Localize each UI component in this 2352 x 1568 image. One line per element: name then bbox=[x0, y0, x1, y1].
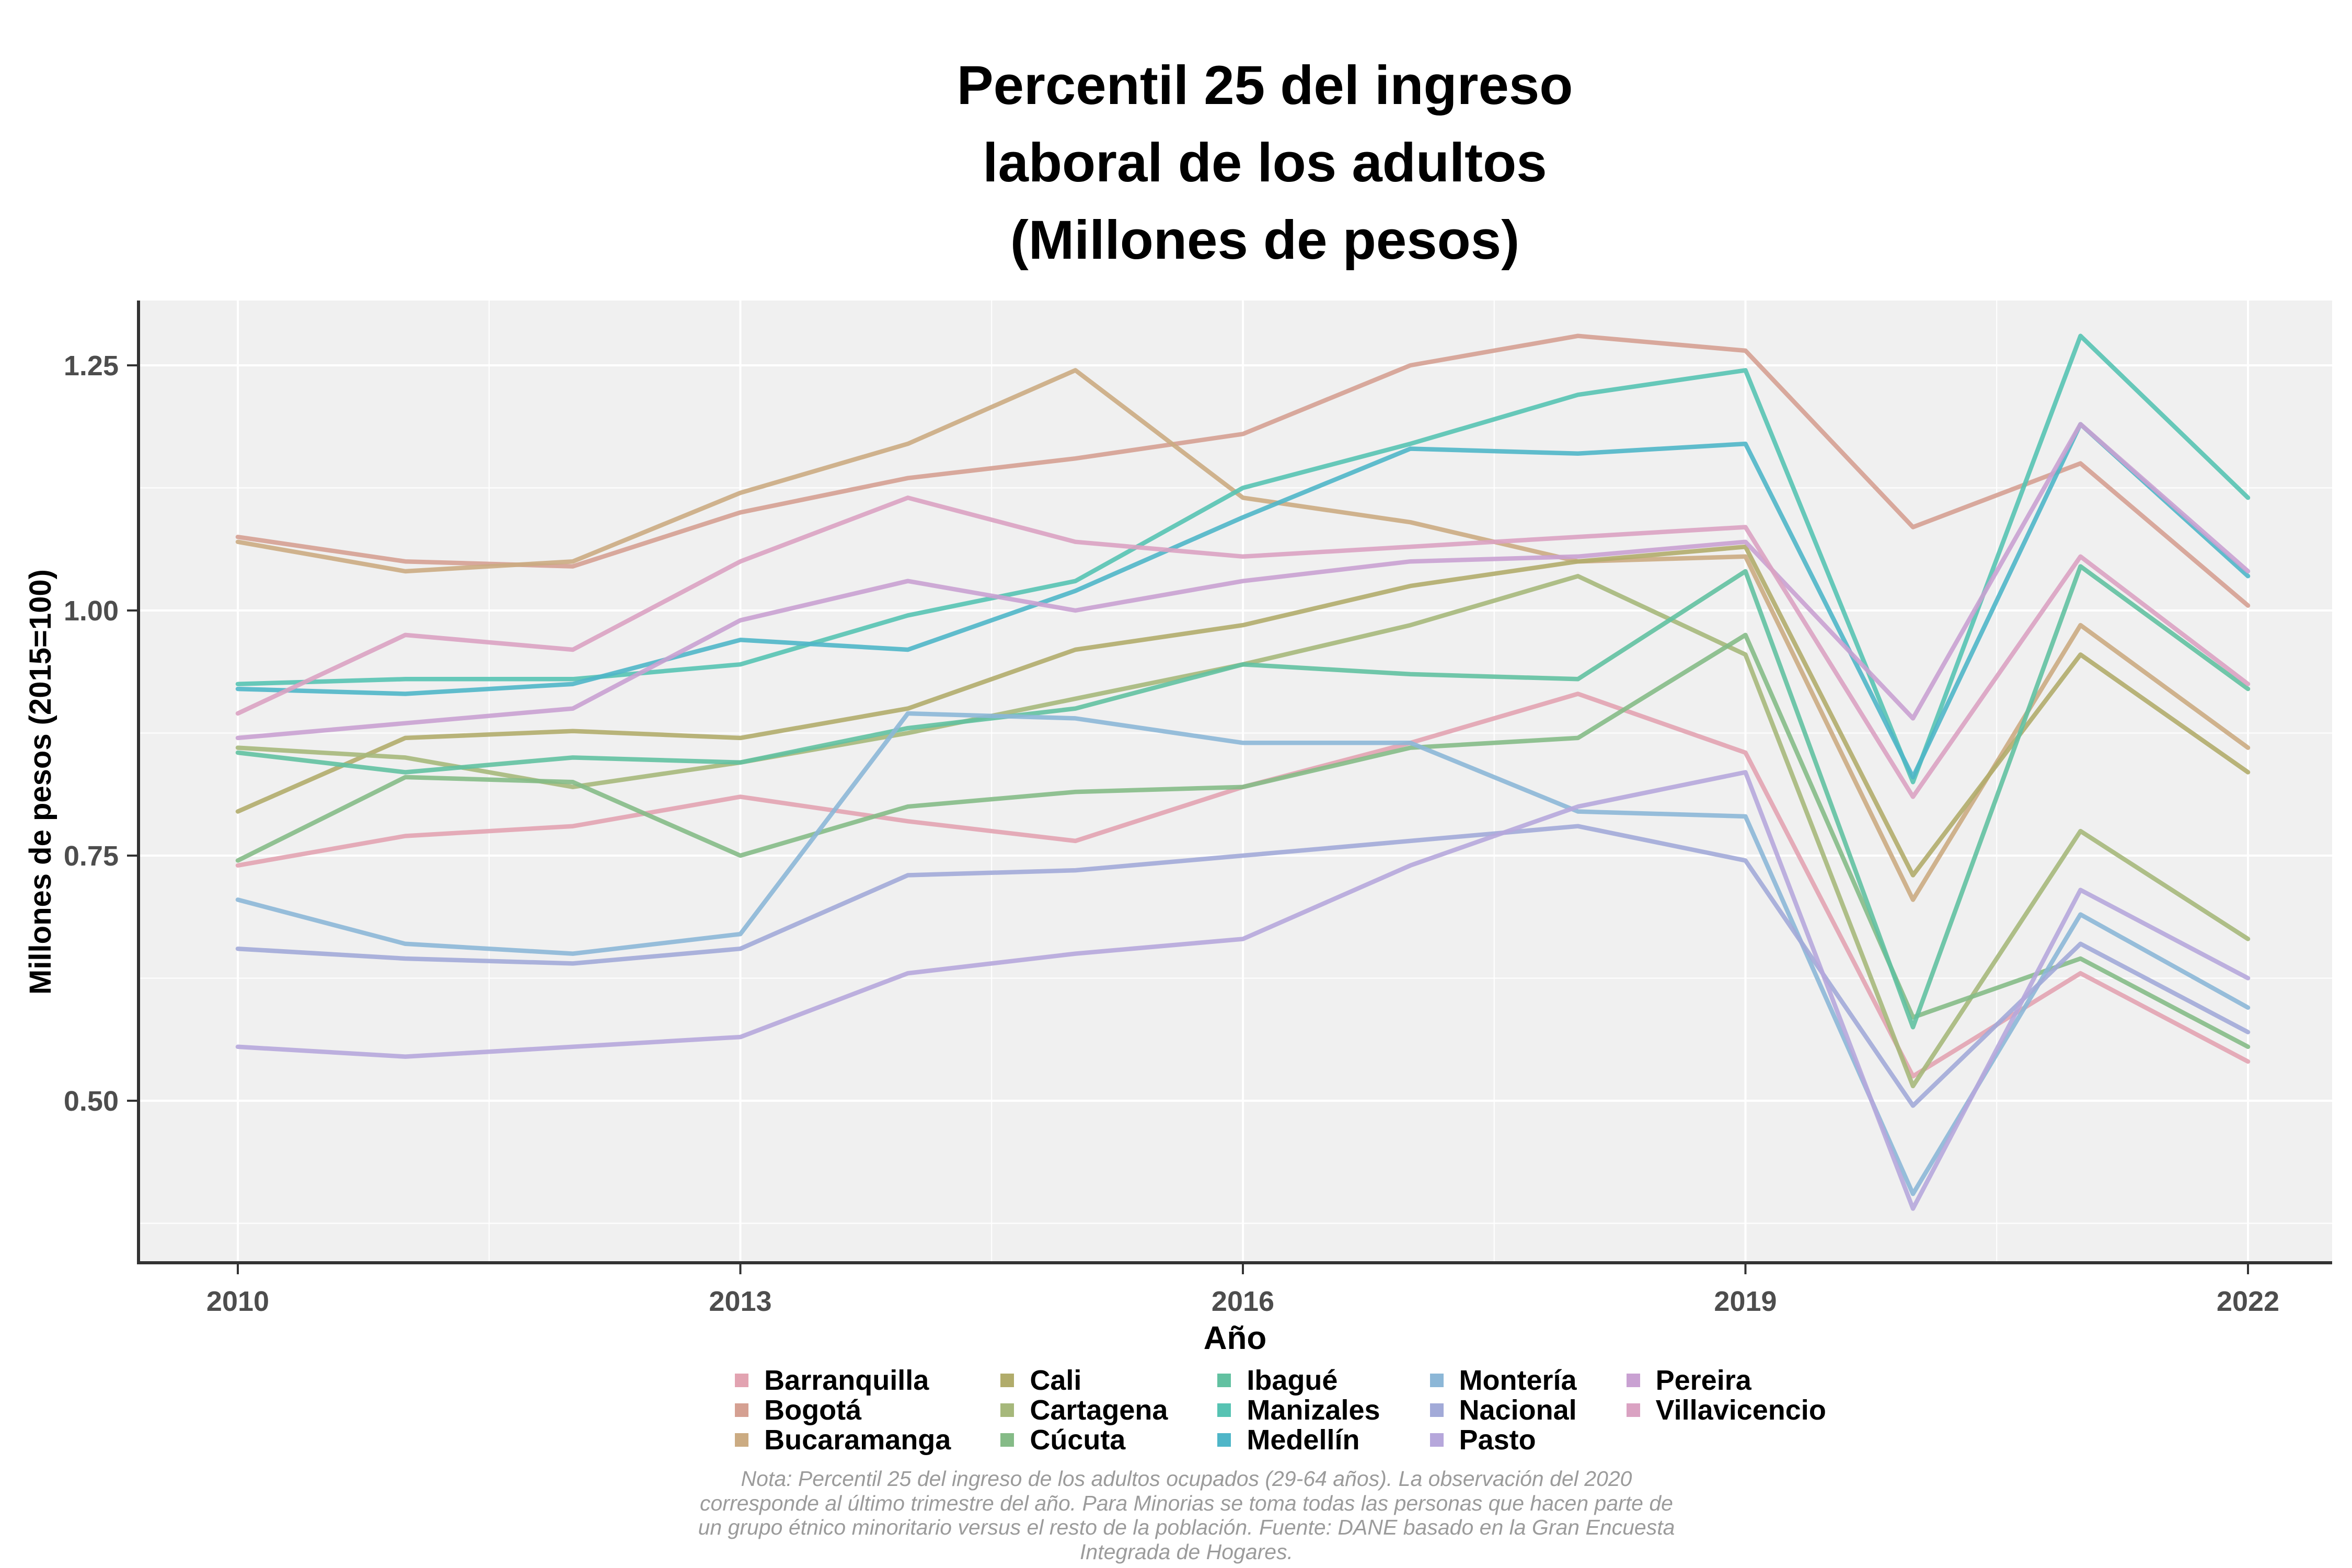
x-tick-label: 2010 bbox=[206, 1286, 269, 1317]
chart-title-line2: laboral de los adultos bbox=[983, 132, 1547, 193]
legend-item-pasto: Pasto bbox=[1429, 1424, 1577, 1456]
legend-column: Ibagué Manizales Medellín bbox=[1217, 1364, 1380, 1456]
legend-swatch-icon bbox=[1000, 1373, 1014, 1387]
legend-item-bucaramanga: Bucaramanga bbox=[735, 1424, 951, 1456]
legend-swatch-icon bbox=[1429, 1403, 1444, 1417]
chart-title-line3: (Millones de pesos) bbox=[1010, 210, 1520, 271]
legend: Barranquilla Bogotá Bucaramanga Cali Cartage… bbox=[105, 1364, 2352, 1456]
legend-label: Nacional bbox=[1459, 1394, 1577, 1426]
legend-item-nacional: Nacional bbox=[1429, 1394, 1577, 1426]
legend-item-barranquilla: Barranquilla bbox=[735, 1364, 951, 1396]
legend-swatch-icon bbox=[1626, 1403, 1640, 1417]
chart-title: Percentil 25 del ingreso laboral de los … bbox=[178, 47, 2352, 279]
series-line-monteria bbox=[235, 711, 2251, 1196]
note-text: Nota: Percentil 25 del ingreso de los ad… bbox=[10, 1467, 2352, 1564]
legend-label: Bogotá bbox=[764, 1394, 862, 1426]
legend-swatch-icon bbox=[1429, 1373, 1444, 1387]
series-line-cucuta bbox=[235, 632, 2251, 1050]
legend-item-cali: Cali bbox=[1000, 1364, 1168, 1396]
legend-label: Cartagena bbox=[1030, 1394, 1168, 1426]
legend-item-ibague: Ibagué bbox=[1217, 1364, 1380, 1396]
y-tick-label: 0.75 bbox=[64, 840, 119, 872]
legend-label: Medellín bbox=[1247, 1424, 1360, 1456]
series-line-bogota bbox=[235, 333, 2251, 608]
legend-item-manizales: Manizales bbox=[1217, 1394, 1380, 1426]
legend-swatch-icon bbox=[1429, 1433, 1444, 1447]
series-line-manizales bbox=[235, 333, 2251, 785]
legend-swatch-icon bbox=[1000, 1403, 1014, 1417]
x-tick-label: 2019 bbox=[1714, 1286, 1777, 1317]
legend-label: Ibagué bbox=[1247, 1364, 1338, 1396]
legend-item-cartagena: Cartagena bbox=[1000, 1394, 1168, 1426]
legend-column: Montería Nacional Pasto bbox=[1429, 1364, 1577, 1456]
series-line-pereira bbox=[235, 422, 2251, 741]
series-line-ibague bbox=[235, 564, 2251, 1030]
y-tick-label: 1.00 bbox=[64, 595, 119, 627]
note-line2: corresponde al último trimestre del año.… bbox=[700, 1491, 1673, 1515]
note-line4: Integrada de Hogares. bbox=[1080, 1539, 1293, 1564]
legend-label: Montería bbox=[1459, 1364, 1577, 1396]
legend-swatch-icon bbox=[735, 1403, 749, 1417]
legend-label: Barranquilla bbox=[764, 1364, 929, 1396]
legend-column: Cali Cartagena Cúcuta bbox=[1000, 1364, 1168, 1456]
legend-label: Cali bbox=[1030, 1364, 1082, 1396]
x-tick-label: 2013 bbox=[709, 1286, 771, 1317]
x-tick-label: 2016 bbox=[1212, 1286, 1274, 1317]
legend-item-bogota: Bogotá bbox=[735, 1394, 951, 1426]
legend-swatch-icon bbox=[735, 1373, 749, 1387]
y-axis-title: Millones de pesos (2015=100) bbox=[24, 569, 57, 995]
note-line3: un grupo étnico minoritario versus el re… bbox=[698, 1515, 1675, 1539]
legend-item-monteria: Montería bbox=[1429, 1364, 1577, 1396]
legend-label: Cúcuta bbox=[1030, 1424, 1126, 1456]
legend-label: Pasto bbox=[1459, 1424, 1536, 1456]
legend-label: Villavicencio bbox=[1655, 1394, 1826, 1426]
series-line-cali bbox=[235, 544, 2251, 878]
legend-item-medellin: Medellín bbox=[1217, 1424, 1380, 1456]
legend-swatch-icon bbox=[1217, 1403, 1231, 1417]
legend-swatch-icon bbox=[735, 1433, 749, 1447]
legend-label: Pereira bbox=[1655, 1364, 1751, 1396]
legend-swatch-icon bbox=[1217, 1373, 1231, 1387]
x-axis-title: Año bbox=[1203, 1320, 1267, 1356]
x-tick-label: 2022 bbox=[2217, 1286, 2279, 1317]
legend-label: Bucaramanga bbox=[764, 1424, 951, 1456]
y-tick-label: 1.25 bbox=[64, 350, 119, 382]
chart-title-line1: Percentil 25 del ingreso bbox=[956, 55, 1573, 116]
series-line-villavicencio bbox=[235, 495, 2251, 799]
legend-swatch-icon bbox=[1000, 1433, 1014, 1447]
series-line-bucaramanga bbox=[235, 368, 2251, 902]
note-line1: Nota: Percentil 25 del ingreso de los ad… bbox=[741, 1467, 1632, 1491]
legend-swatch-icon bbox=[1626, 1373, 1640, 1387]
legend-item-pereira: Pereira bbox=[1626, 1364, 1826, 1396]
series-line-nacional bbox=[235, 824, 2251, 1108]
y-tick-label: 0.50 bbox=[64, 1086, 119, 1117]
legend-item-cucuta: Cúcuta bbox=[1000, 1424, 1168, 1456]
legend-item-villavicencio: Villavicencio bbox=[1626, 1394, 1826, 1426]
legend-label: Manizales bbox=[1247, 1394, 1380, 1426]
legend-swatch-icon bbox=[1217, 1433, 1231, 1447]
series-line-medellin bbox=[235, 422, 2251, 780]
series-line-pasto bbox=[235, 770, 2251, 1211]
legend-column: Barranquilla Bogotá Bucaramanga bbox=[735, 1364, 951, 1456]
legend-column: Pereira Villavicencio bbox=[1626, 1364, 1826, 1426]
